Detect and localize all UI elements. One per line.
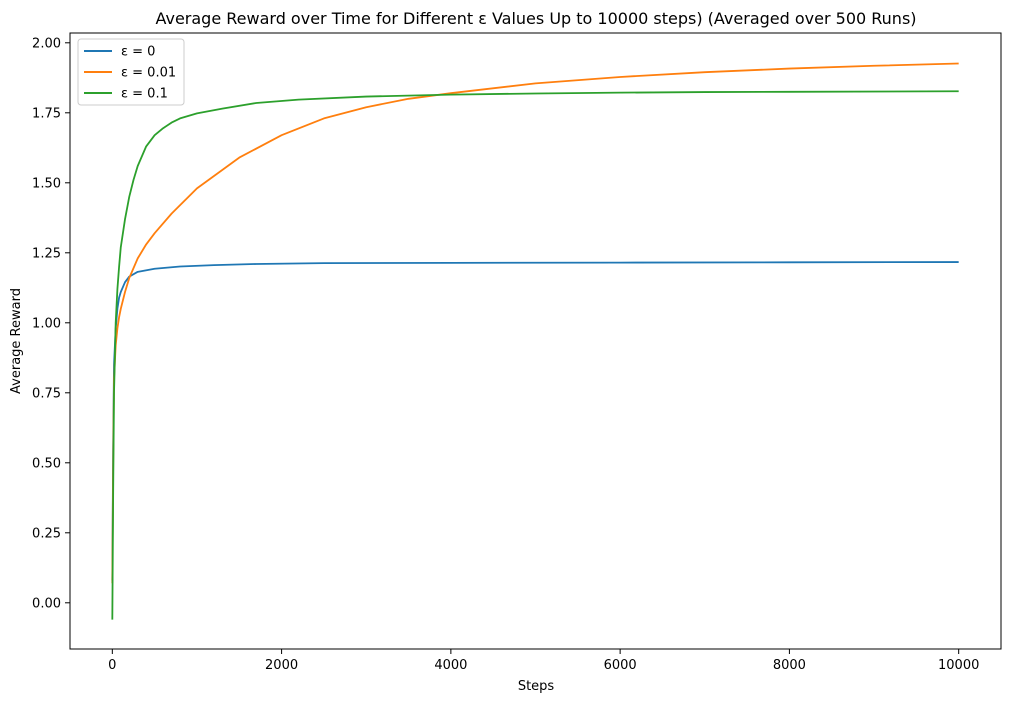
series-layer [111, 62, 959, 620]
axes-frame [69, 32, 1002, 650]
y-tick-label: 0.75 [32, 386, 61, 401]
y-tick-label: 2.00 [32, 36, 61, 51]
y-tick-label: 1.25 [32, 246, 61, 261]
legend: ε = 0 ε = 0.01 ε = 0.1 [77, 38, 185, 106]
y-tick-label: 0.25 [32, 526, 61, 541]
series-line-2 [111, 90, 959, 620]
x-tick-label: 2000 [265, 658, 298, 673]
x-axis-ticks: 0 2000 4000 6000 8000 10000 [108, 649, 979, 673]
x-axis-label: Steps [518, 679, 555, 694]
plot-area [69, 32, 1002, 650]
legend-label: ε = 0.1 [121, 87, 168, 102]
y-axis-label: Average Reward [9, 288, 24, 394]
x-tick-label: 10000 [938, 658, 979, 673]
x-tick-label: 8000 [773, 658, 806, 673]
legend-label: ε = 0.01 [121, 66, 176, 81]
y-tick-label: 0.00 [32, 596, 61, 611]
x-tick-label: 6000 [604, 658, 637, 673]
y-axis-ticks: 0.00 0.25 0.50 0.75 1.00 1.25 1.50 1.75 2.00 [32, 36, 70, 611]
legend-label: ε = 0 [121, 45, 155, 60]
y-tick-label: 0.50 [32, 456, 61, 471]
chart-title: Average Reward over Time for Different ε… [155, 9, 916, 28]
legend-box [77, 38, 185, 106]
x-tick-label: 4000 [434, 658, 467, 673]
y-tick-label: 1.00 [32, 316, 61, 331]
series-line-1 [111, 62, 959, 584]
legend-items: ε = 0 ε = 0.01 ε = 0.1 [84, 45, 176, 102]
x-tick-label: 0 [108, 658, 116, 673]
y-tick-label: 1.75 [32, 106, 61, 121]
y-tick-label: 1.50 [32, 176, 61, 191]
